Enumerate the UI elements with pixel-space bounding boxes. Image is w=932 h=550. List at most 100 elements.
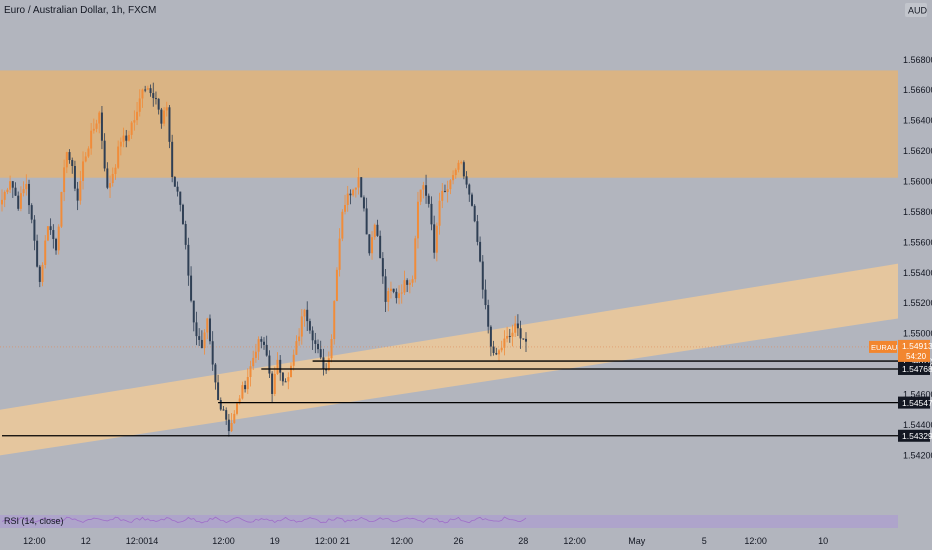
candle-body — [503, 338, 506, 348]
candle-body — [506, 335, 509, 339]
candle-body — [160, 109, 163, 124]
candle-body — [357, 177, 360, 188]
level-tag-value: 1.54547 — [902, 398, 932, 408]
candle-body — [122, 135, 125, 142]
candle-body — [368, 234, 371, 254]
candle-body — [14, 187, 17, 196]
candle-body — [233, 413, 236, 424]
candle-body — [11, 181, 14, 188]
candle-body — [284, 381, 287, 383]
candle-body — [435, 225, 438, 253]
candle-body — [146, 88, 149, 90]
candle-body — [362, 197, 365, 209]
candle-body — [414, 238, 417, 280]
x-tick-label: 10 — [818, 536, 828, 546]
candle-body — [295, 341, 298, 355]
candle-body — [317, 343, 320, 350]
candle-body — [508, 335, 511, 337]
candle-body — [425, 185, 428, 196]
candle-body — [184, 223, 187, 245]
candle-body — [165, 107, 168, 111]
candle-body — [38, 266, 41, 282]
candle-body — [335, 269, 338, 302]
candle-body — [422, 185, 425, 190]
x-tick-label: 12:00 — [563, 536, 586, 546]
candle-body — [346, 193, 349, 205]
candle-body — [103, 140, 106, 169]
candle-body — [252, 357, 255, 367]
candle-body — [176, 186, 179, 192]
candle-body — [460, 162, 463, 164]
candle-body — [495, 352, 498, 355]
candle-body — [235, 403, 238, 414]
candle-body — [392, 288, 395, 292]
candle-body — [311, 330, 314, 341]
candle-body — [41, 264, 44, 282]
rsi-band — [0, 515, 898, 528]
candle-body — [217, 382, 220, 401]
candle-body — [136, 111, 139, 121]
candle-body — [525, 338, 527, 342]
candle-body — [25, 183, 28, 190]
candle-body — [349, 193, 352, 196]
candle-body — [352, 189, 355, 196]
candle-body — [516, 323, 519, 329]
y-tick-label: 1.55200 — [903, 298, 932, 308]
candle-body — [430, 203, 433, 225]
y-tick-label: 1.56400 — [903, 116, 932, 126]
candle-body — [76, 188, 79, 201]
candle-body — [470, 194, 473, 206]
x-tick-label: 21 — [340, 536, 350, 546]
levels-layer — [2, 360, 898, 437]
candle-body — [36, 240, 39, 267]
candle-body — [338, 238, 341, 270]
candle-body — [319, 349, 322, 358]
x-tick-label: May — [628, 536, 646, 546]
level-tag — [898, 362, 930, 375]
price-tag-value: 1.54913 — [902, 341, 932, 351]
candle-body — [406, 280, 409, 285]
candle-body — [454, 169, 457, 176]
candle-body — [109, 183, 112, 188]
candle-body — [106, 168, 109, 188]
candle-body — [179, 191, 182, 205]
candle-body — [389, 288, 392, 292]
candle-body — [373, 224, 376, 238]
candle-body — [6, 189, 9, 193]
candle-body — [271, 373, 274, 394]
candle-body — [82, 161, 85, 181]
candle-body — [481, 261, 484, 290]
candle-body — [449, 180, 452, 190]
candle-body — [408, 282, 411, 285]
price-tag-countdown: 54:20 — [906, 352, 927, 361]
candle-body — [79, 180, 82, 201]
y-tick-label: 1.56000 — [903, 177, 932, 187]
candle-body — [63, 167, 66, 193]
candle-body — [273, 373, 276, 394]
y-tick-label: 1.55400 — [903, 268, 932, 278]
candle-body — [138, 98, 141, 112]
candle-body — [73, 166, 76, 189]
x-tick-label: 28 — [518, 536, 528, 546]
symbol-tag — [869, 340, 897, 353]
candle-body — [100, 112, 103, 141]
candle-body — [254, 351, 257, 358]
currency-badge[interactable] — [905, 3, 927, 17]
y-tick-label: 1.54600 — [903, 390, 932, 400]
candle-body — [163, 110, 166, 124]
candle-body — [514, 323, 517, 333]
candle-body — [117, 146, 120, 168]
candle-body — [60, 192, 63, 227]
y-tick-label: 1.56200 — [903, 146, 932, 156]
x-axis-ticks: 12:00 12 12:00 14 12:00 19 12:00 21 12:00 26 28 12:… — [23, 536, 828, 546]
price-axis[interactable] — [898, 0, 932, 550]
candle-body — [181, 204, 184, 224]
candle-body — [473, 205, 476, 222]
x-tick-label: 26 — [453, 536, 463, 546]
candle-body — [279, 359, 282, 373]
candle-body — [249, 366, 252, 378]
candle-body — [438, 200, 441, 226]
candle-body — [257, 339, 260, 352]
candle-body — [330, 339, 333, 359]
